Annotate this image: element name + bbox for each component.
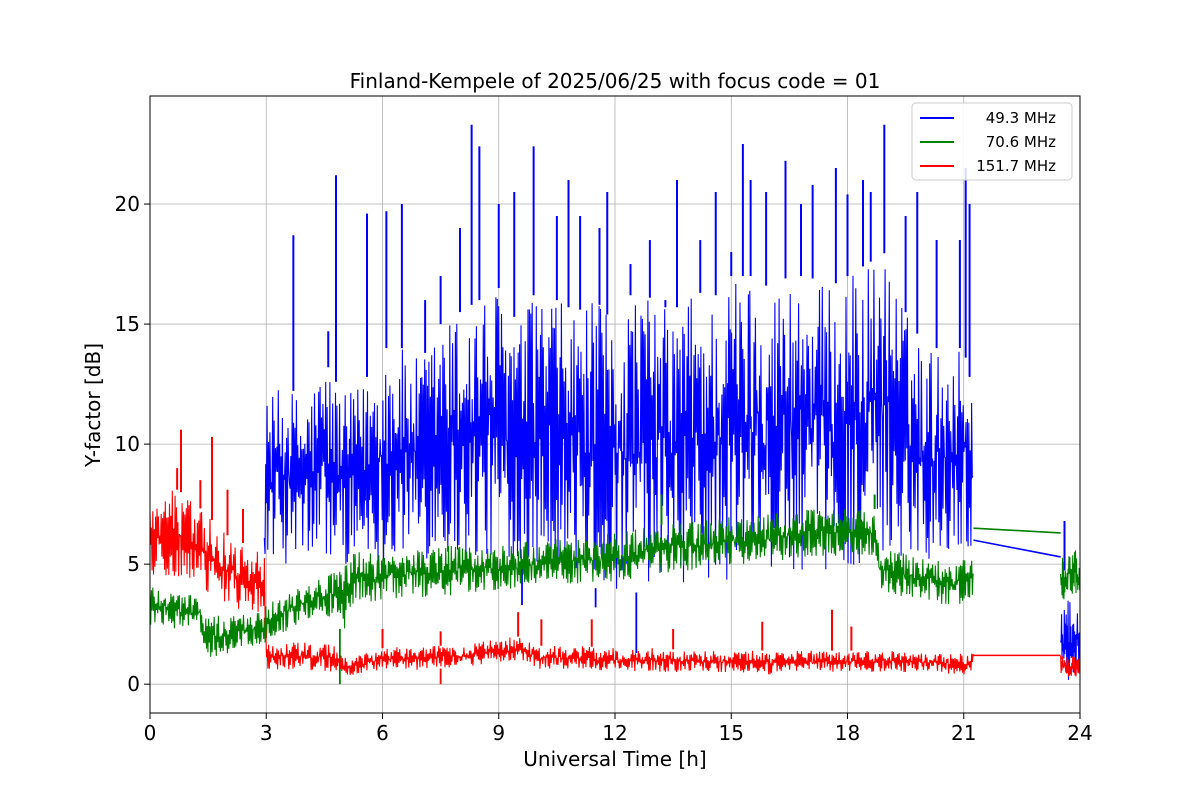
series-trace (150, 509, 974, 657)
legend-box (911, 102, 1073, 181)
x-tick-label: 6 (376, 721, 389, 745)
series-gap-bridge (973, 527, 1061, 534)
x-tick-label: 21 (951, 721, 976, 745)
x-tick-label: 0 (144, 721, 157, 745)
x-tick-label: 9 (492, 721, 505, 745)
series-2 (150, 494, 1080, 685)
x-tick-label: 3 (260, 721, 273, 745)
x-tick-label: 15 (719, 721, 744, 745)
x-axis: 0 3 6 9 12 15 18 21 24 (144, 713, 1093, 745)
series-tail (1060, 600, 1080, 680)
y-tick-label: 0 (127, 672, 140, 696)
x-tick-label: 12 (602, 721, 627, 745)
y-axis-label: Y-factor [dB] (81, 343, 105, 468)
y-tick-label: 15 (115, 312, 140, 336)
y-axis: 0 5 10 15 20 (115, 192, 150, 696)
legend-label: 49.3 MHz (986, 109, 1056, 127)
legend-entries: 49.3 MHz 70.6 MHz 151.7 MHz (920, 109, 1056, 175)
series-tail (1060, 550, 1080, 600)
legend: 49.3 MHz 70.6 MHz 151.7 MHz (911, 102, 1073, 181)
y-tick-label: 20 (115, 192, 140, 216)
legend-label: 70.6 MHz (986, 133, 1056, 151)
series-trace (150, 490, 974, 676)
series-1 (263, 124, 1080, 680)
series-3 (150, 429, 1080, 685)
chart-title: Finland-Kempele of 2025/06/25 with focus… (350, 69, 881, 93)
y-tick-label: 10 (115, 432, 140, 456)
legend-label: 151.7 MHz (976, 157, 1056, 175)
y-tick-label: 5 (127, 552, 140, 576)
x-axis-label: Universal Time [h] (523, 747, 706, 771)
x-tick-label: 18 (835, 721, 860, 745)
series-gap-bridge (973, 539, 1061, 558)
x-tick-label: 24 (1067, 721, 1092, 745)
series-tail (1060, 656, 1080, 677)
series-trace (263, 269, 974, 589)
series-layer (150, 124, 1080, 685)
